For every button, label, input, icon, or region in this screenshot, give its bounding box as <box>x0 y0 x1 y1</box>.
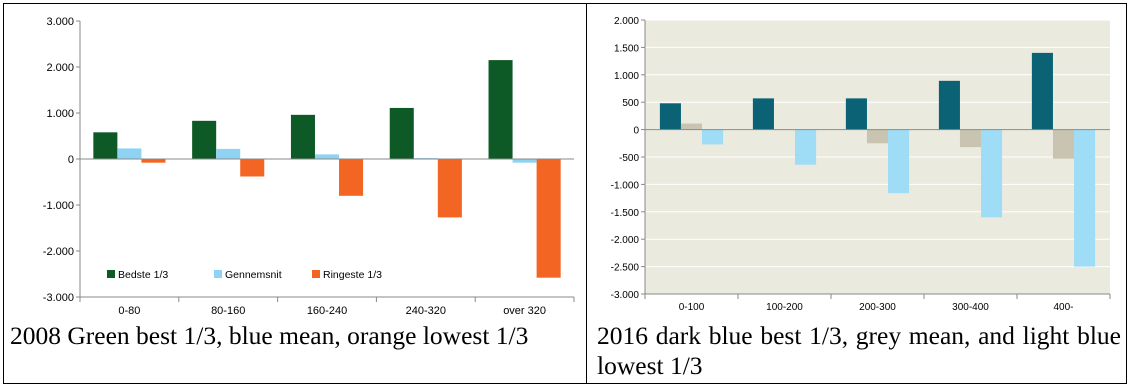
bar-1-s2-c1 <box>795 129 817 165</box>
legend-swatch <box>312 270 320 278</box>
x-tick-label: 400- <box>1053 302 1073 312</box>
bar-1-s2-c3 <box>981 129 1003 218</box>
bar-1-s1-c2 <box>866 129 889 144</box>
bar-1-s0-c3 <box>938 80 960 130</box>
x-tick-label: 0-100 <box>679 302 705 312</box>
x-tick-label: 300-400 <box>952 302 989 312</box>
bar-0-s2-c0 <box>141 159 166 163</box>
legend-swatch <box>214 270 222 278</box>
caption-2008: 2008 Green best 1/3, blue mean, orange l… <box>10 321 529 350</box>
y-tick-label: -1.000 <box>43 200 74 212</box>
y-tick-label: 2.000 <box>614 16 639 27</box>
y-tick-label: 2.000 <box>46 62 74 74</box>
y-tick-label: -2.000 <box>43 246 74 258</box>
x-tick-label: 0-80 <box>118 305 140 317</box>
bar-0-s1-c4 <box>512 159 537 163</box>
x-tick-label: over 320 <box>503 305 546 317</box>
bar-0-s0-c2 <box>290 114 315 159</box>
bar-0-s0-c0 <box>93 132 118 159</box>
bar-1-s0-c0 <box>659 103 681 130</box>
y-tick-label: -3.000 <box>43 292 74 304</box>
y-tick-label: -500 <box>619 153 639 164</box>
y-tick-label: 3.000 <box>46 16 74 28</box>
bar-1-s2-c0 <box>702 129 724 145</box>
x-tick-label: 100-200 <box>766 302 803 312</box>
bar-1-s1-c0 <box>680 123 703 130</box>
bar-1-s1-c4 <box>1052 129 1075 159</box>
y-tick-label: 1.000 <box>614 71 639 82</box>
legend-label: Ringeste 1/3 <box>323 269 382 281</box>
y-tick-label: 0 <box>633 126 639 137</box>
x-tick-label: 240-320 <box>406 305 446 317</box>
bar-0-s2-c2 <box>339 159 364 196</box>
y-tick-label: 1.500 <box>614 43 639 54</box>
x-tick-label: 80-160 <box>211 305 245 317</box>
y-tick-label: -3.000 <box>611 290 640 301</box>
chart-2008: 3.000 2.000 1.000 0 -1.000 -2.000 -3.000 0-80 80… <box>6 7 581 317</box>
bar-1-s0-c1 <box>752 98 774 130</box>
legend-label: Gennemsnit <box>225 269 282 281</box>
bar-0-s0-c1 <box>192 120 217 159</box>
bar-1-s1-c3 <box>959 129 982 148</box>
column-divider <box>586 3 587 384</box>
bar-0-s0-c3 <box>389 107 414 159</box>
bar-1-s2-c4 <box>1074 129 1096 267</box>
legend-swatch <box>107 270 115 278</box>
caption-2016: 2016 dark blue best 1/3, grey mean, and … <box>597 321 1121 380</box>
y-tick-label: -2.500 <box>611 263 640 274</box>
cell-2008: 3.000 2.000 1.000 0 -1.000 -2.000 -3.000 0-80 80… <box>4 3 586 384</box>
bar-1-s0-c4 <box>1031 52 1053 130</box>
bar-0-s0-c4 <box>488 60 513 159</box>
bar-0-s1-c1 <box>216 148 241 159</box>
y-tick-label: 0 <box>68 154 74 166</box>
legend-label: Bedste 1/3 <box>118 269 168 281</box>
chart-2016: 2.000 1.500 1.000 500 0 -500 -1.000 -1.500 -2.00… <box>590 7 1123 312</box>
bar-0-s1-c0 <box>117 148 142 159</box>
y-tick-label: -1.000 <box>611 180 640 191</box>
cell-2016: 2.000 1.500 1.000 500 0 -500 -1.000 -1.500 -2.00… <box>587 3 1126 384</box>
x-tick-label: 160-240 <box>307 305 347 317</box>
bar-0-s2-c3 <box>437 159 462 218</box>
table-frame <box>3 3 1127 384</box>
y-tick-label: 500 <box>622 98 639 109</box>
y-tick-label: -2.000 <box>611 235 640 246</box>
x-tick-label: 200-300 <box>859 302 896 312</box>
bar-1-s2-c2 <box>888 129 910 194</box>
y-tick-label: 1.000 <box>46 108 74 120</box>
bar-0-s1-c2 <box>314 154 340 159</box>
bar-0-s2-c1 <box>240 159 265 177</box>
bar-1-s0-c2 <box>845 98 867 130</box>
y-tick-label: -1.500 <box>611 208 640 219</box>
bar-0-s2-c4 <box>536 159 561 278</box>
